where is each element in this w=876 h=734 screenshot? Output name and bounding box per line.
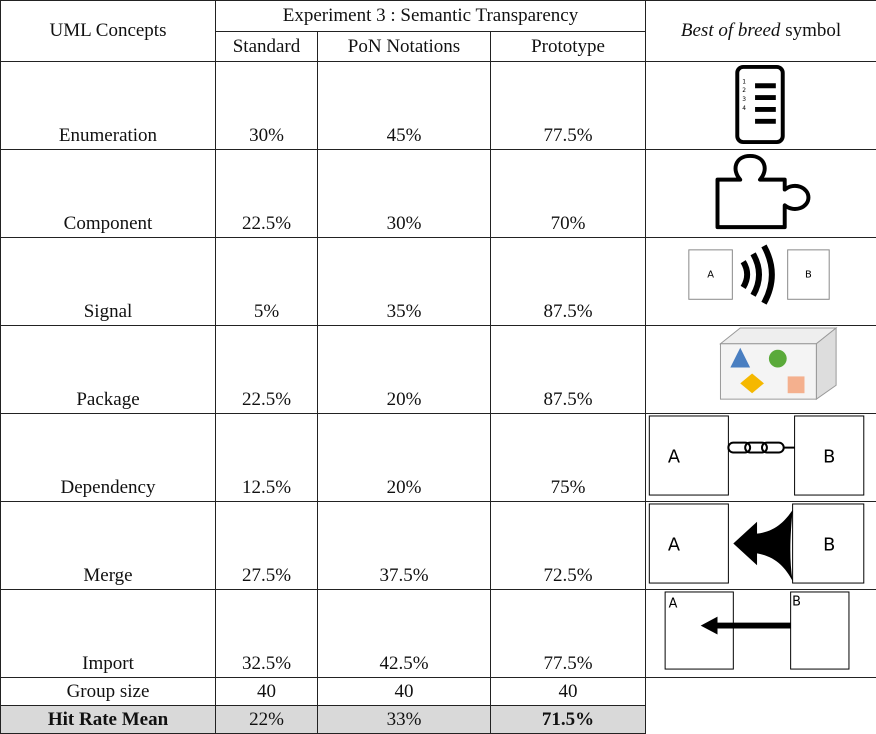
value-cell: 22.5% bbox=[216, 326, 318, 414]
icon-label: B bbox=[792, 594, 801, 609]
subheader-cell: Standard bbox=[216, 32, 318, 62]
header-cell: Best of breed symbol bbox=[646, 1, 876, 62]
icon-label: A bbox=[668, 446, 681, 467]
value-cell: 77.5% bbox=[491, 590, 646, 678]
icon-label: 4 bbox=[742, 105, 746, 112]
value-cell: 30% bbox=[216, 62, 318, 150]
symbol-cell bbox=[646, 150, 876, 238]
value-cell: 5% bbox=[216, 238, 318, 326]
icon-label: A bbox=[668, 534, 681, 555]
empty-cell bbox=[646, 678, 876, 734]
concept-cell: Merge bbox=[1, 502, 216, 590]
symbol-cell: 1 2 3 4 bbox=[646, 62, 876, 150]
footer-cell: 40 bbox=[216, 678, 318, 706]
concept-cell: Package bbox=[1, 326, 216, 414]
footer-text: Hit Rate Mean bbox=[48, 709, 168, 730]
subheader-cell: Prototype bbox=[491, 32, 646, 62]
value-cell: 42.5% bbox=[318, 590, 491, 678]
concept-cell: Import bbox=[1, 590, 216, 678]
header-text: Best of breed bbox=[681, 20, 781, 41]
icon-label: A bbox=[669, 596, 678, 611]
footer-cell: 40 bbox=[491, 678, 646, 706]
value-cell: 37.5% bbox=[318, 502, 491, 590]
header-cell: Experiment 3 : Semantic Transparency bbox=[216, 1, 646, 32]
symbol-icon: 1 2 3 4 bbox=[646, 62, 875, 147]
icon-label: 1 bbox=[742, 78, 746, 85]
icon-label: B bbox=[805, 270, 812, 281]
icon-label: B bbox=[823, 446, 835, 467]
value-cell: 30% bbox=[318, 150, 491, 238]
footer-label: Group size bbox=[1, 678, 216, 706]
value-cell: 87.5% bbox=[491, 238, 646, 326]
symbol-icon bbox=[646, 326, 875, 411]
header-text: symbol bbox=[785, 20, 841, 41]
value-cell: 45% bbox=[318, 62, 491, 150]
subheader-cell: PoN Notations bbox=[318, 32, 491, 62]
value-cell: 35% bbox=[318, 238, 491, 326]
icon-label: 2 bbox=[742, 87, 746, 94]
value-cell: 32.5% bbox=[216, 590, 318, 678]
value-cell: 22.5% bbox=[216, 150, 318, 238]
icon-label: 3 bbox=[742, 96, 746, 103]
value-cell: 87.5% bbox=[491, 326, 646, 414]
header-cell: UML Concepts bbox=[1, 1, 216, 62]
value-cell: 75% bbox=[491, 414, 646, 502]
value-cell: 12.5% bbox=[216, 414, 318, 502]
footer-cell: 40 bbox=[318, 678, 491, 706]
concept-cell: Signal bbox=[1, 238, 216, 326]
concept-cell: Dependency bbox=[1, 414, 216, 502]
value-cell: 20% bbox=[318, 326, 491, 414]
value-cell: 70% bbox=[491, 150, 646, 238]
value-cell: 20% bbox=[318, 414, 491, 502]
symbol-icon bbox=[646, 150, 875, 235]
value-cell: 77.5% bbox=[491, 62, 646, 150]
icon-label: B bbox=[823, 534, 835, 555]
symbol-cell bbox=[646, 326, 876, 414]
concept-cell: Enumeration bbox=[1, 62, 216, 150]
value-cell: 72.5% bbox=[491, 502, 646, 590]
footer-text: 71.5% bbox=[542, 709, 594, 730]
concept-cell: Component bbox=[1, 150, 216, 238]
icon-label: A bbox=[707, 270, 714, 281]
value-cell: 27.5% bbox=[216, 502, 318, 590]
